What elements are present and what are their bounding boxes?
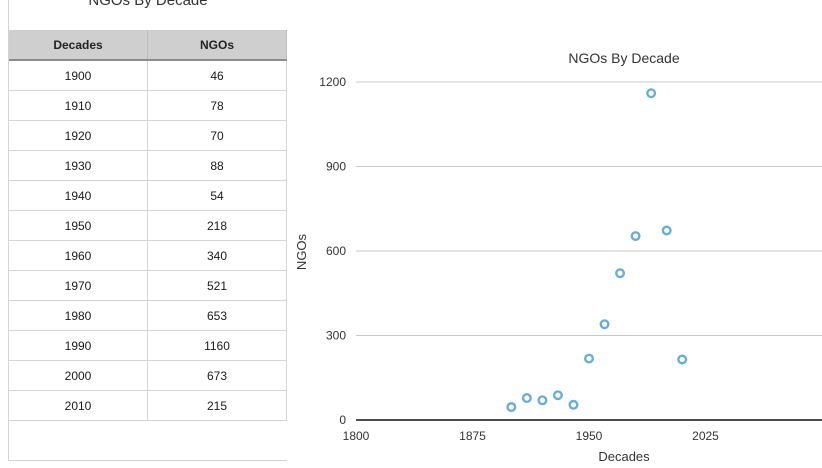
header-ngos: NGOs (147, 30, 287, 61)
cell-decade: 1980 (9, 300, 148, 331)
y-axis-ticks: 0 300 600 900 1200 (319, 75, 346, 427)
cell-decade: 1950 (9, 210, 148, 241)
cell-ngos: 54 (147, 180, 287, 211)
cell-ngos: 70 (147, 120, 287, 151)
cell-ngos: 215 (147, 390, 287, 421)
data-table-panel: NGOs By Decade Decades NGOs 1900 46 1910 78… (8, 0, 287, 461)
x-axis-label: Decades (598, 449, 650, 464)
cell-ngos: 673 (147, 360, 287, 391)
cell-ngos: 218 (147, 210, 287, 241)
cell-decade: 1900 (9, 60, 148, 91)
cell-decade: 2000 (9, 360, 148, 391)
data-point (584, 353, 595, 364)
table-title: NGOs By Decade (88, 0, 208, 9)
y-tick-label: 1200 (319, 75, 346, 89)
cell-ngos: 78 (147, 90, 287, 121)
table-row: 1970 521 (9, 270, 287, 301)
cell-ngos: 88 (147, 150, 287, 181)
data-point (599, 319, 610, 330)
table-row: 1980 653 (9, 300, 287, 331)
table-row: 1920 70 (9, 120, 287, 151)
cell-decade: 1920 (9, 120, 148, 151)
cell-decade: 1960 (9, 240, 148, 271)
y-tick-label: 300 (326, 329, 346, 343)
y-tick-label: 600 (326, 244, 346, 258)
cell-decade: 1910 (9, 90, 148, 121)
data-point (506, 402, 517, 413)
data-point (630, 231, 641, 242)
data-point (677, 354, 688, 365)
y-axis-label: NGOs (294, 233, 309, 270)
cell-decade: 2010 (9, 390, 148, 421)
table-row: 1960 340 (9, 240, 287, 271)
header-decades: Decades (9, 30, 148, 61)
table-row: 1930 88 (9, 150, 287, 181)
gridlines (356, 81, 822, 336)
cell-ngos: 340 (147, 240, 287, 271)
cell-decade: 1970 (9, 270, 148, 301)
data-point (537, 395, 548, 406)
cell-decade: 1940 (9, 180, 148, 211)
data-points (506, 88, 688, 413)
table-row: 1940 54 (9, 180, 287, 211)
table-row: 2000 673 (9, 360, 287, 391)
y-tick-label: 900 (326, 160, 346, 174)
table-row: 1910 78 (9, 90, 287, 121)
table-row: 1950 218 (9, 210, 287, 241)
chart-title: NGOs By Decade (568, 50, 679, 66)
x-tick-label: 1875 (459, 429, 486, 443)
x-tick-label: 1950 (576, 429, 603, 443)
data-point (568, 399, 579, 410)
x-tick-label: 1800 (343, 429, 370, 443)
data-point (661, 225, 672, 236)
cell-decade: 1990 (9, 330, 148, 361)
y-tick-label: 0 (339, 413, 346, 427)
data-point (646, 88, 657, 99)
cell-ngos: 46 (147, 60, 287, 91)
data-point (521, 393, 532, 404)
scatter-chart: NGOs By Decade 0 300 600 900 1200 1800 1875 19… (294, 50, 822, 464)
data-table: Decades NGOs 1900 46 1910 78 1920 70 1930 88 194… (9, 30, 287, 421)
table-body: 1900 46 1910 78 1920 70 1930 88 1940 54 1950 218 196… (9, 60, 287, 421)
cell-ngos: 653 (147, 300, 287, 331)
cell-decade: 1930 (9, 150, 148, 181)
table-header-row: Decades NGOs (9, 30, 287, 61)
cell-ngos: 1160 (147, 330, 287, 361)
data-point (615, 268, 626, 279)
table-row: 1900 46 (9, 60, 287, 91)
cell-ngos: 521 (147, 270, 287, 301)
x-tick-label: 2025 (692, 429, 719, 443)
table-row: 2010 215 (9, 390, 287, 421)
x-axis-ticks: 1800 1875 1950 2025 (343, 429, 720, 443)
table-row: 1990 1160 (9, 330, 287, 361)
data-point (552, 390, 563, 401)
